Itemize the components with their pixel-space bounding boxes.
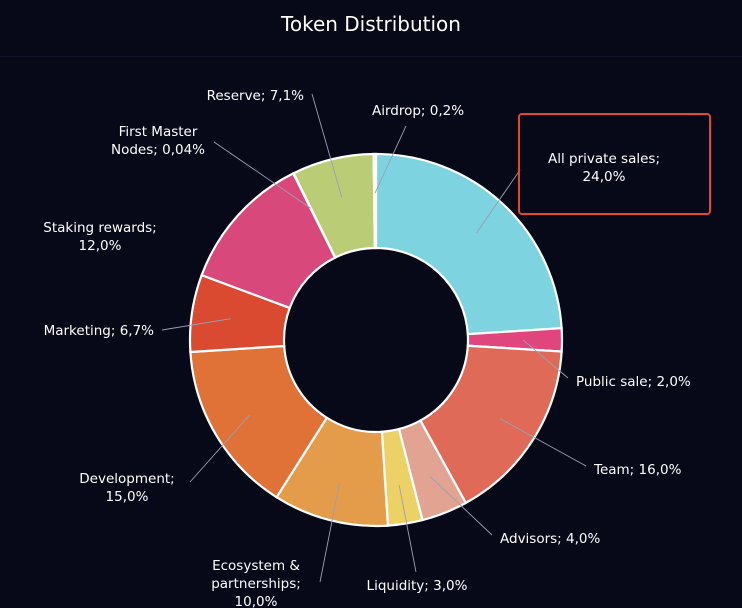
label-public-sale: Public sale; 2,0% [576, 374, 691, 390]
highlight-box [518, 113, 711, 215]
leader-lines-group [161, 93, 587, 583]
label-ecosystem-and-partnerships: Ecosystem & partnerships; 10,0% [211, 558, 301, 608]
label-airdrop: Airdrop; 0,2% [372, 103, 464, 119]
leader-line-public-sale [522, 339, 569, 379]
label-marketing: Marketing; 6,7% [44, 323, 155, 339]
leader-line-airdrop [374, 125, 407, 194]
label-advisors: Advisors; 4,0% [500, 531, 600, 547]
label-staking-rewards: Staking rewards; 12,0% [43, 220, 156, 254]
leader-line-liquidity [398, 485, 417, 573]
leader-line-advisors [429, 476, 493, 536]
label-development: Development; 15,0% [79, 471, 174, 505]
label-team: Team; 16,0% [593, 462, 682, 478]
label-first-master-nodes: First Master Nodes; 0,04% [111, 124, 205, 158]
leader-line-ecosystem-and-partnerships [319, 482, 341, 583]
chart-title: Token Distribution [281, 12, 461, 36]
leader-line-first-master-nodes [213, 141, 312, 209]
label-liquidity: Liquidity; 3,0% [367, 578, 468, 594]
labels-group: All private sales; 24,0% Public sale; 2,0%… [43, 88, 691, 608]
slices-group [188, 152, 564, 528]
leader-line-all-private-sales [476, 169, 521, 234]
slice-all-private-sales [374, 152, 563, 336]
slice-team [418, 344, 563, 505]
slice-airdrop [372, 152, 378, 250]
slice-development [189, 344, 329, 499]
leader-line-marketing [161, 318, 231, 331]
title-divider [0, 56, 742, 57]
leader-line-team [499, 418, 587, 467]
leader-line-reserve [311, 93, 343, 198]
label-all-private-sales: All private sales; 24,0% [548, 151, 660, 185]
leader-line-development [189, 414, 250, 483]
label-reserve: Reserve; 7,1% [207, 88, 305, 104]
